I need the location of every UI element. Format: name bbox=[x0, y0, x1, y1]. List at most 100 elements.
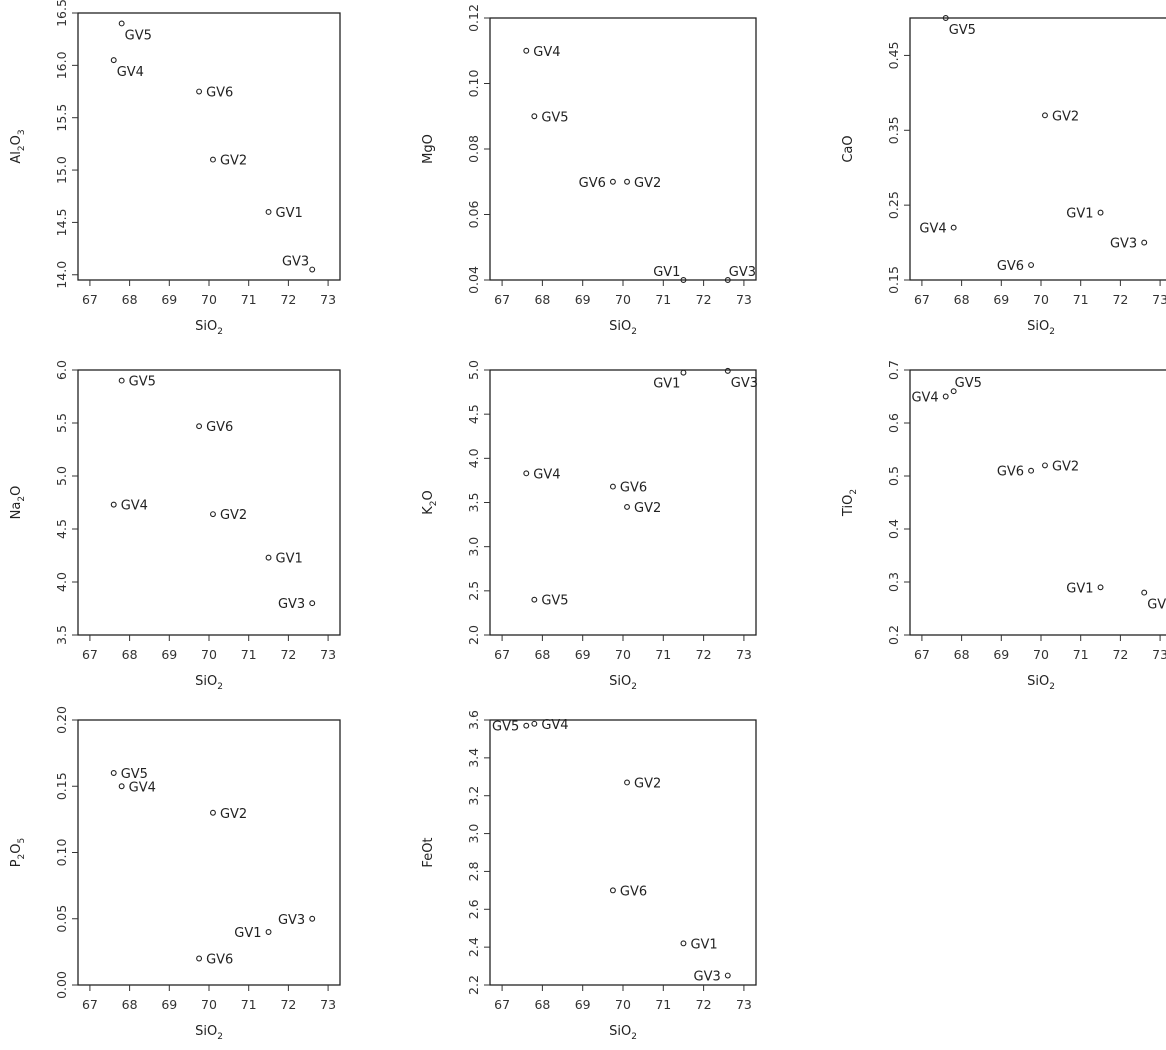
point-label: GV5 bbox=[949, 23, 976, 38]
point-label: GV3 bbox=[731, 376, 758, 391]
x-tick-label: 70 bbox=[201, 292, 217, 307]
point-label: GV4 bbox=[129, 780, 156, 795]
axis-title-part: O bbox=[9, 135, 24, 145]
point-label: GV2 bbox=[1052, 109, 1079, 124]
axis-title-part: 2 bbox=[17, 145, 27, 151]
point-label: GV2 bbox=[634, 776, 661, 791]
point-label: GV3 bbox=[278, 597, 305, 612]
y-tick-label: 2.6 bbox=[466, 899, 481, 919]
plot-frame bbox=[489, 369, 757, 636]
data-point-gv3 bbox=[309, 600, 316, 607]
y-tick-label: 3.2 bbox=[466, 786, 481, 806]
data-point-gv2 bbox=[210, 809, 216, 816]
point-label: GV1 bbox=[276, 552, 303, 567]
point-label: GV1 bbox=[234, 926, 261, 941]
point-label: GV2 bbox=[220, 508, 247, 523]
data-point-gv3 bbox=[1141, 589, 1148, 596]
x-axis-title: SiO2 bbox=[609, 319, 637, 337]
x-tick-label: 69 bbox=[993, 292, 1009, 307]
axis-title-part: 2 bbox=[631, 682, 637, 692]
point-label: GV1 bbox=[1066, 581, 1093, 596]
data-point-gv6 bbox=[196, 88, 203, 95]
point-label: GV4 bbox=[911, 391, 938, 406]
data-point-gv5 bbox=[118, 377, 125, 384]
data-point-gv3 bbox=[724, 367, 731, 374]
x-tick-label: 70 bbox=[201, 647, 217, 662]
y-tick-label: 3.5 bbox=[466, 493, 481, 513]
y-tick-label: 5.0 bbox=[54, 466, 69, 486]
data-point-gv5 bbox=[110, 770, 117, 776]
data-point-gv5 bbox=[531, 596, 538, 603]
data-point-gv4 bbox=[523, 470, 530, 477]
point-label: GV2 bbox=[634, 176, 661, 191]
x-axis-title: SiO2 bbox=[609, 674, 637, 692]
axis-title-part: 2 bbox=[1049, 327, 1055, 337]
y-tick-label: 0.08 bbox=[466, 135, 481, 163]
x-tick-label: 69 bbox=[575, 647, 591, 662]
x-tick-label: 69 bbox=[161, 292, 177, 307]
data-point-gv3 bbox=[309, 915, 316, 922]
x-tick-label: 71 bbox=[1073, 292, 1089, 307]
y-axis-title: CaO bbox=[841, 135, 856, 162]
point-label: GV5 bbox=[955, 376, 982, 391]
y-tick-label: 0.5 bbox=[886, 466, 901, 486]
axis-title-part: FeOt bbox=[421, 837, 436, 867]
y-tick-label: 0.7 bbox=[886, 360, 901, 380]
x-tick-label: 68 bbox=[122, 997, 138, 1012]
axis-title-part: SiO bbox=[1027, 319, 1049, 334]
data-point-gv3 bbox=[724, 972, 731, 979]
y-tick-label: 0.20 bbox=[54, 706, 69, 734]
y-axis-title: FeOt bbox=[421, 837, 436, 867]
x-tick-label: 68 bbox=[954, 647, 970, 662]
axis-title-part: 2 bbox=[217, 1032, 223, 1042]
data-point-gv6 bbox=[196, 423, 203, 430]
data-point-gv5 bbox=[531, 113, 538, 120]
panel-6: 67 68 69 70 71 72 730.20.30.40.50.60.7SiO2TiO2… bbox=[841, 360, 1166, 692]
x-tick-label: 73 bbox=[736, 997, 752, 1012]
data-point-gv4 bbox=[950, 224, 957, 231]
panel-8: 67 68 69 70 71 72 73 2.2 2.4 2.6 2.8 3.0 3.2 3.4 3.6 Si… bbox=[421, 710, 757, 1042]
data-point-gv1 bbox=[680, 277, 687, 283]
y-tick-label: 0.3 bbox=[886, 572, 901, 592]
x-axis-title: SiO2 bbox=[195, 674, 223, 692]
data-point-gv3 bbox=[309, 266, 316, 273]
y-tick-label: 0.00 bbox=[54, 971, 69, 999]
data-point-gv3 bbox=[1141, 239, 1148, 246]
point-label: GV3 bbox=[729, 265, 756, 280]
y-tick-label: 3.4 bbox=[466, 748, 481, 768]
panel-3: 67 68 69 70 71 72 73 0.15 0.25 0.35 0.45 SiO2 CaO GV5… bbox=[841, 15, 1166, 337]
axis-title-part: 2 bbox=[17, 496, 27, 502]
data-point-gv1 bbox=[265, 554, 272, 561]
y-tick-label: 5.0 bbox=[466, 360, 481, 380]
axis-title-part: O bbox=[9, 843, 24, 853]
x-tick-label: 67 bbox=[82, 997, 98, 1012]
axis-title-part: MgO bbox=[421, 134, 436, 164]
axis-title-part: 2 bbox=[17, 854, 27, 860]
panel-4: 67 68 69 70 71 72 733.54.04.55.05.56.0SiO2Na2O… bbox=[9, 360, 341, 692]
axis-title-part: SiO bbox=[609, 674, 631, 689]
x-tick-label: 70 bbox=[201, 997, 217, 1012]
x-tick-label: 72 bbox=[696, 292, 712, 307]
x-tick-label: 73 bbox=[320, 647, 336, 662]
data-point-gv5 bbox=[118, 20, 125, 27]
x-tick-label: 69 bbox=[993, 647, 1009, 662]
axis-title-part: P bbox=[9, 859, 24, 867]
plot-frame bbox=[77, 369, 341, 636]
x-tick-label: 67 bbox=[494, 997, 510, 1012]
x-tick-label: 69 bbox=[575, 292, 591, 307]
x-tick-label: 73 bbox=[1152, 292, 1166, 307]
x-axis-title: SiO2 bbox=[1027, 674, 1055, 692]
x-tick-label: 67 bbox=[914, 292, 930, 307]
data-point-gv2 bbox=[210, 156, 216, 163]
y-tick-label: 14.5 bbox=[54, 208, 69, 236]
y-tick-label: 0.25 bbox=[886, 191, 901, 219]
x-tick-label: 68 bbox=[534, 997, 550, 1012]
x-tick-label: 67 bbox=[82, 647, 98, 662]
axis-title-part: Na bbox=[9, 502, 24, 520]
axis-title-part: 2 bbox=[217, 327, 223, 337]
point-label: GV6 bbox=[620, 481, 647, 496]
point-label: GV1 bbox=[653, 377, 680, 392]
axis-title-part: SiO bbox=[609, 1024, 631, 1039]
panel-1: 67 68 69 70 71 72 73 14.0 14.5 15.0 15.5 16.0 16.5 Si… bbox=[9, 0, 341, 337]
y-tick-label: 4.5 bbox=[54, 519, 69, 539]
